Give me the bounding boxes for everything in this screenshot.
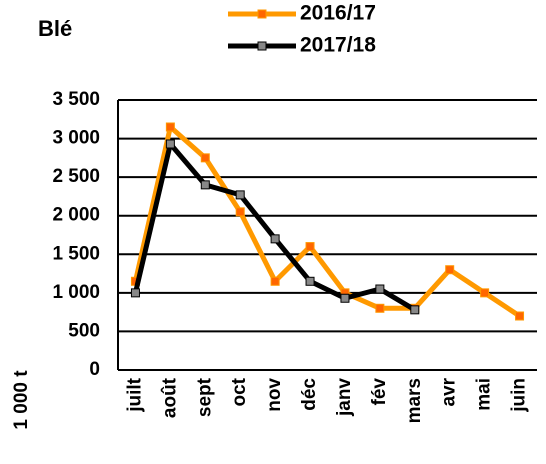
y-tick-label: 1 500 xyxy=(52,243,100,264)
legend-label: 2017/18 xyxy=(300,34,376,57)
x-tick-label: fév xyxy=(369,378,390,406)
y-tick-label: 3 000 xyxy=(52,128,100,149)
point-marker xyxy=(305,242,315,252)
x-tick-label: oct xyxy=(229,377,250,406)
x-tick-label: août xyxy=(159,377,180,418)
legend-marker xyxy=(257,9,267,19)
legend-marker xyxy=(257,41,267,51)
x-tick-label: juin xyxy=(509,378,530,413)
point-marker xyxy=(165,122,175,132)
chart-title: Blé xyxy=(38,16,72,41)
point-marker xyxy=(165,139,175,149)
x-tick-label: janv xyxy=(334,378,355,417)
point-marker xyxy=(515,311,525,321)
legend-label: 2016/17 xyxy=(300,2,376,25)
point-marker xyxy=(340,293,350,303)
point-marker xyxy=(410,305,420,315)
point-marker xyxy=(235,207,245,217)
y-tick-label: 2 500 xyxy=(52,166,100,187)
x-tick-label: mai xyxy=(474,378,495,411)
point-marker xyxy=(130,288,140,298)
point-marker xyxy=(270,234,280,244)
point-marker xyxy=(375,284,385,294)
y-axis-label: 1 000 t xyxy=(11,370,32,430)
point-marker xyxy=(235,190,245,200)
point-marker xyxy=(480,288,490,298)
point-marker xyxy=(200,180,210,190)
x-tick-label: juilt xyxy=(124,377,145,412)
point-marker xyxy=(270,276,280,286)
point-marker xyxy=(305,276,315,286)
y-tick-label: 3 500 xyxy=(52,89,100,110)
series-line xyxy=(133,124,521,319)
y-tick-label: 2 000 xyxy=(52,205,100,226)
x-tick-label: mars xyxy=(404,378,425,423)
y-tick-label: 0 xyxy=(89,359,100,380)
y-tick-label: 1 000 xyxy=(52,282,100,303)
x-tick-label: déc xyxy=(299,378,320,411)
x-tick-label: sept xyxy=(194,377,215,417)
x-tick-label: nov xyxy=(264,378,285,412)
point-marker xyxy=(200,153,210,163)
x-tick-label: avr xyxy=(439,377,460,406)
y-tick-label: 500 xyxy=(68,320,100,341)
point-marker xyxy=(375,303,385,313)
point-marker xyxy=(445,265,455,275)
